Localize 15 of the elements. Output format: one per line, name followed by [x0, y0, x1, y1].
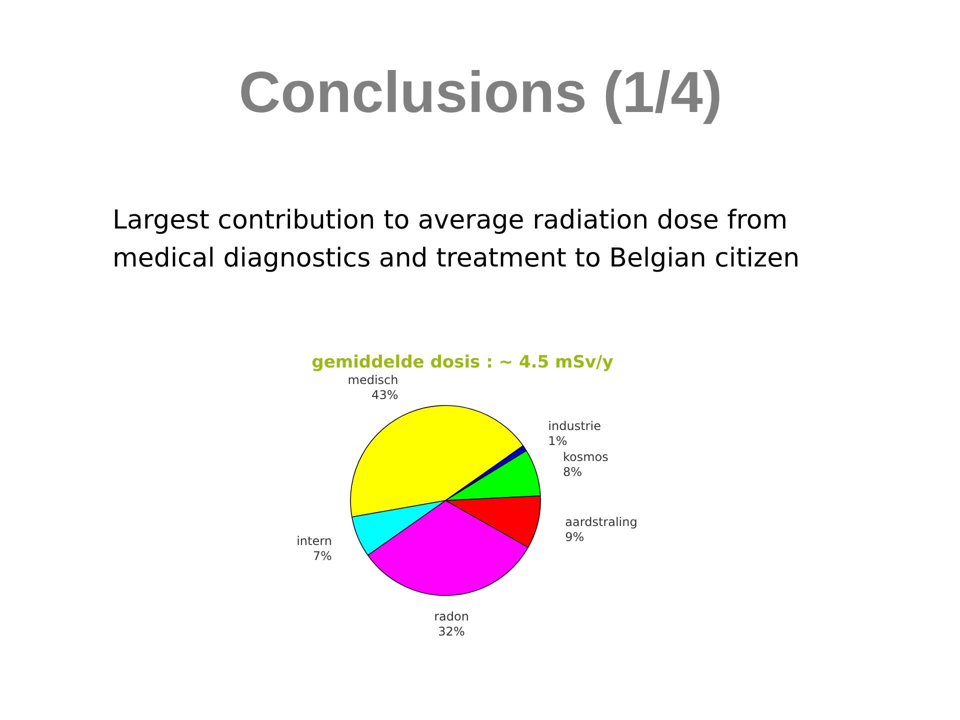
slice-label: intern — [296, 534, 332, 548]
chart-title: Conclusions (1/4) — [238, 60, 722, 125]
data-label: 43% — [372, 388, 398, 402]
slice-label: radon — [434, 609, 469, 624]
data-label: 8% — [563, 465, 582, 480]
slice-label: kosmos — [563, 450, 608, 464]
chart-subtitle: Largest contribution to average radiation dose from medical diagnostics and treatment to Belgian citizen — [112, 206, 800, 274]
slice-label: industrie — [548, 418, 601, 433]
data-label: 9% — [565, 530, 584, 544]
data-label: 1% — [548, 434, 568, 448]
slice-label: medisch — [348, 372, 398, 387]
text: gemiddelde dosis : ~ 4.5 mSv/y — [312, 352, 614, 372]
slice-label: aardstraling — [565, 515, 638, 530]
data-label: 32% — [438, 624, 465, 638]
data-label: 7% — [312, 548, 332, 563]
